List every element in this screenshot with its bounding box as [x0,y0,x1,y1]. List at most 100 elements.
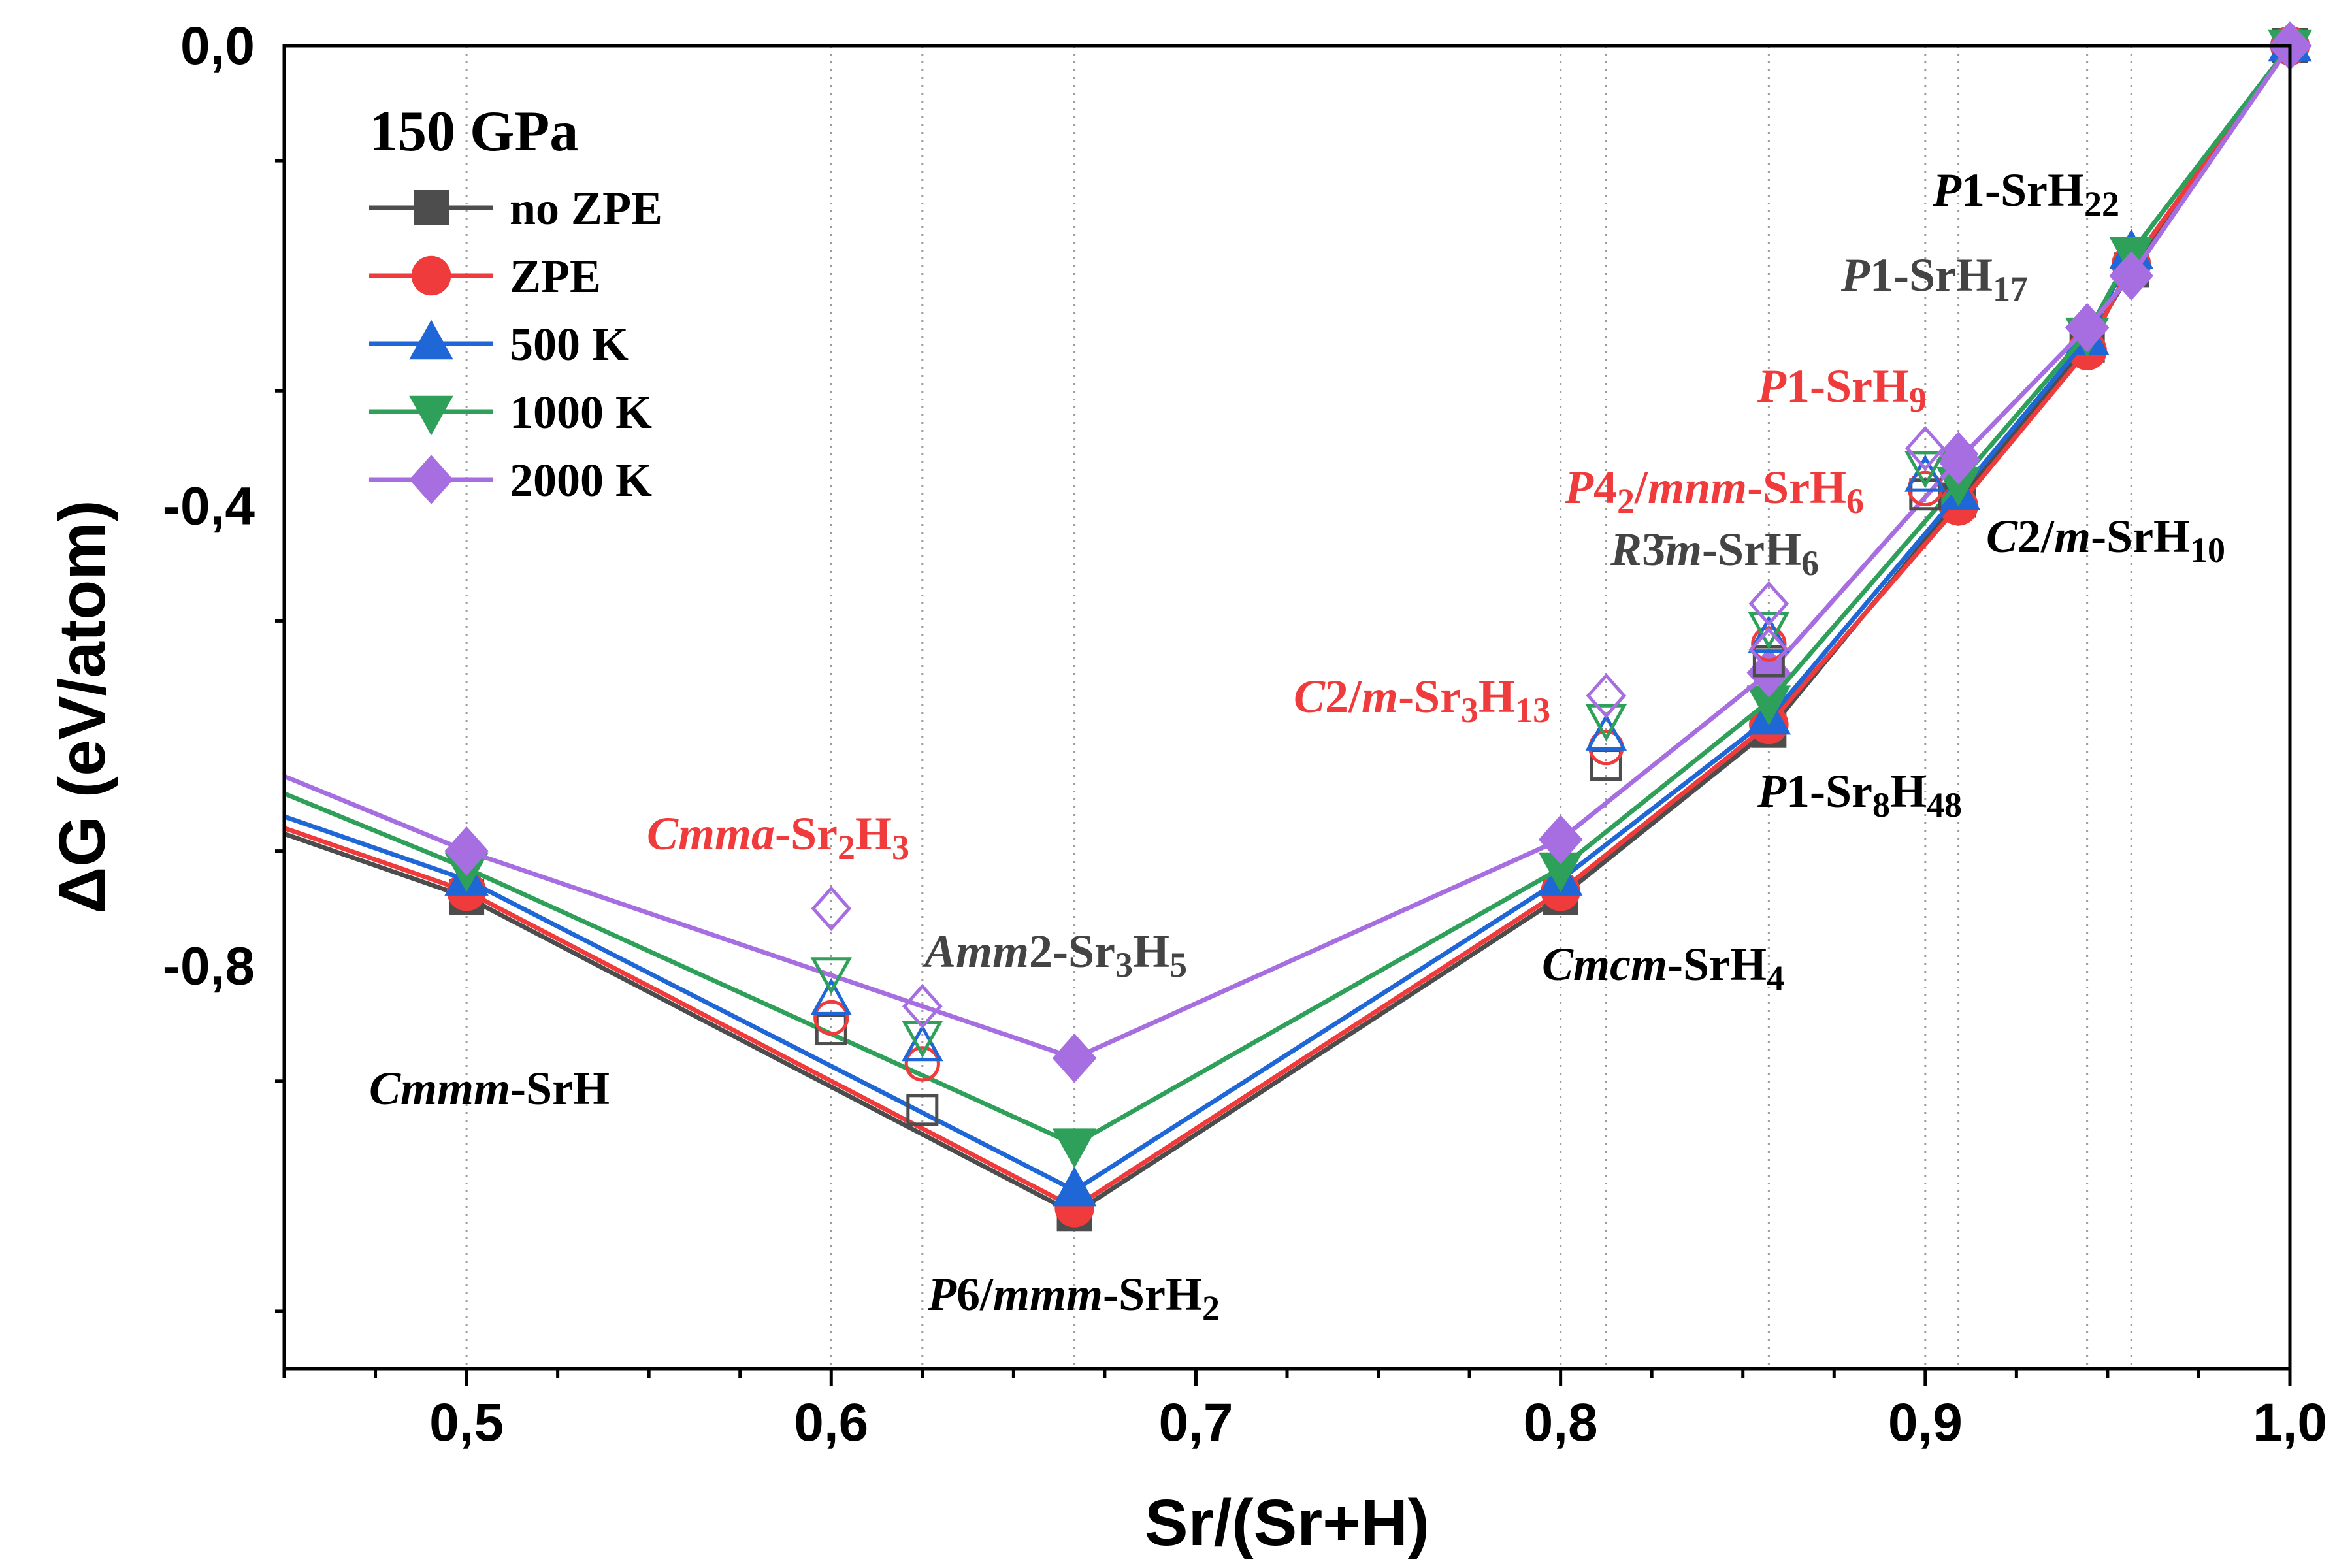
x-tick-label: 0,9 [1888,1393,1963,1452]
structure-label-part: H [1133,925,1169,977]
structure-label-part: -SrH [1747,461,1846,514]
legend-label: 2000 K [510,454,652,506]
x-tick-label: 0,6 [794,1393,868,1452]
structure-label: P1-SrH17 [1840,249,2028,308]
structure-label-part: P [1932,164,1962,216]
legend-label: ZPE [510,250,601,302]
structure-label-part: 48 [1927,785,1962,825]
structure-label-part: 6 [1801,544,1819,583]
metastable-point [1585,704,1627,742]
structure-label-part: Cmmm [369,1062,510,1115]
structure-label-part: 1-SrH [1961,164,2084,216]
structure-label-part: 2/ [2017,510,2055,563]
structure-label-part: mnm [1648,461,1747,514]
structure-label-part: Amm [922,925,1029,977]
metastable-point [902,1024,943,1062]
structure-label-part: 1-Sr [1786,765,1872,817]
structure-label-part: 2-Sr [1029,925,1115,977]
structure-label: R3̄m-SrH6 [1610,523,1819,583]
structure-annotations: Cmmm-SrHCmma-Sr2H3Amm2-Sr3H5P6/mmm-SrH2C… [369,164,2225,1328]
data-point [1052,1166,1097,1207]
structure-label-part: H [855,808,892,860]
data-point [1052,1128,1097,1169]
metastable-point [1748,581,1789,627]
structure-label: P1-Sr8H48 [1757,765,1962,825]
data-point [2109,251,2153,301]
legend-marker [409,319,453,360]
structure-label-part: 22 [2084,184,2119,223]
structure-label-part: 3 [892,828,909,867]
structure-label: Cmmm-SrH [369,1062,610,1115]
structure-label-part: m [2054,510,2091,563]
structure-label-part: P [1840,249,1870,301]
structure-label-part: 2 [838,828,855,867]
y-tick-label: -0,8 [163,937,255,996]
legend-marker [414,190,449,225]
structure-label-part: 9 [1909,380,1927,419]
data-point [1538,852,1583,892]
structure-label-part: H [1890,765,1927,817]
structure-label-part: C [1986,510,2018,563]
structure-label-part: 2 [1617,482,1635,521]
structure-label-part: 4 [1767,958,1784,998]
structure-label-part: Cmcm [1542,938,1667,990]
legend-label: no ZPE [510,182,662,235]
structure-label: Amm2-Sr3H5 [922,925,1187,985]
structure-label-part: 2 [1202,1288,1220,1328]
plot-frame [282,44,2292,1371]
structure-label-part: P [1564,461,1594,514]
legend: 150 GPa no ZPE ZPE 500 K 1000 K 2000 K [369,100,662,506]
structure-label-part: 1-SrH [1870,249,1993,301]
legend-title: 150 GPa [369,100,578,163]
structure-label-part: -SrH [1103,1268,1202,1320]
data-point [1052,1033,1097,1083]
structure-label-part: -SrH [510,1062,610,1115]
structure-label-part: -SrH [1667,938,1767,990]
structure-label-part: 4 [1593,461,1617,514]
series-2000-k [283,21,2312,1083]
legend-marker [409,395,453,436]
structure-label-part: -SrH [2091,510,2190,563]
metastable-point [1585,713,1627,751]
structure-label-part: -SrH [1702,523,1801,576]
metastable-point [1904,454,1946,492]
metastable-point [1904,451,1946,489]
legend-marker [411,255,451,296]
structure-label-part: mmm [993,1268,1103,1320]
structure-label-part: 3 [1461,691,1478,730]
structure-label: C2/m-Sr3H13 [1294,670,1550,730]
x-tick-label: 1,0 [2253,1393,2327,1452]
structure-label-part: P [1757,765,1787,817]
structure-label: Cmcm-SrH4 [1542,938,1784,998]
y-tick-label: -0,4 [163,476,255,536]
metastable-point [1748,615,1790,653]
structure-label-part: 6 [1846,482,1864,521]
structure-label-part: P [927,1268,957,1320]
structure-label-part: / [1634,461,1648,514]
structure-label-part: 3 [1115,945,1133,985]
y-tick-label: 0,0 [180,16,255,76]
metastable-layer [810,425,1979,1126]
metastable-point [902,1021,943,1058]
data-point [444,826,489,876]
structure-label-part: 1-SrH [1786,360,1909,412]
structure-label-part: 5 [1169,945,1187,985]
legend-entry-no-zpe: no ZPE [369,182,662,235]
structure-label-part: 10 [2190,531,2225,570]
metastable-point [1748,612,1790,650]
structure-label-part: 2/ [1325,670,1362,723]
structure-label-part: H [1478,670,1515,723]
x-tick-label: 0,8 [1524,1393,1598,1452]
structure-label: P1-SrH9 [1757,360,1927,419]
y-axis-title: ΔG (eV/atom) [46,500,119,913]
data-point [2065,302,2110,353]
structure-label-part: 8 [1872,785,1890,825]
metastable-point [1938,431,1979,477]
structure-label-part: R [1610,523,1642,576]
structure-label-part: 17 [1993,269,2028,308]
axis-ticks [275,159,2292,1386]
structure-label-part: m [1362,670,1398,723]
metastable-point [810,957,853,995]
metastable-point [1904,425,1946,471]
